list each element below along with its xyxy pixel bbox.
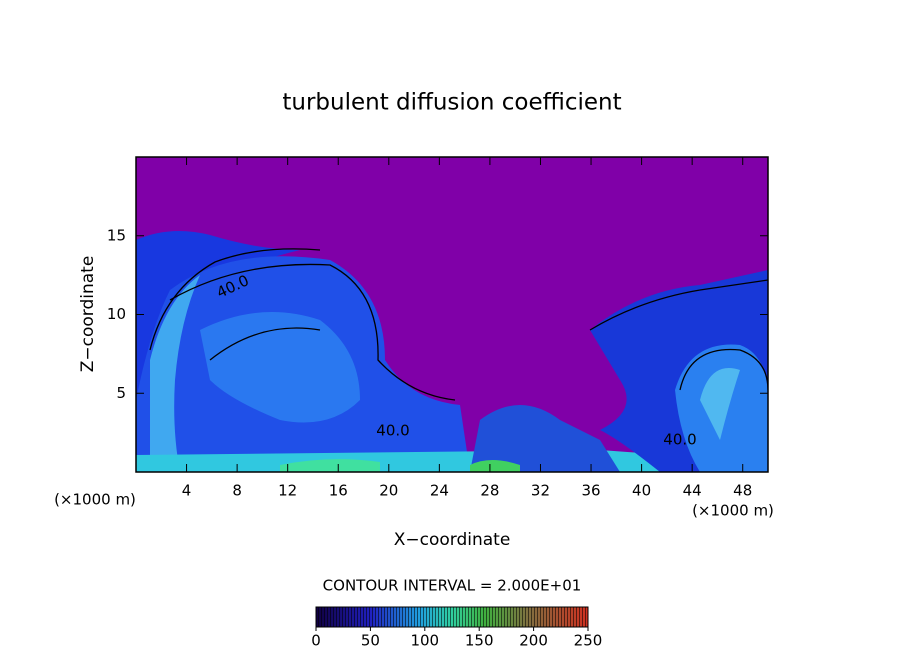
y-tick-label: 15: [107, 226, 126, 244]
colorbar-tick-label: 0: [311, 632, 321, 650]
colorbar-frame: [315, 606, 589, 628]
contour-label: 40.0: [376, 422, 409, 440]
chart-title: turbulent diffusion coefficient: [282, 90, 621, 116]
colorbar-stripes: [316, 607, 588, 627]
y-tick-label: 10: [107, 305, 126, 323]
x-tick-label: 28: [480, 482, 499, 500]
x-tick-label: 48: [733, 482, 752, 500]
x-tick-label: 16: [329, 482, 348, 500]
x-unit: (×1000 m): [692, 502, 774, 520]
x-tick-label: 12: [278, 482, 297, 500]
x-tick-label: 44: [683, 482, 702, 500]
x-tick-label: 32: [531, 482, 550, 500]
x-tick-label: 36: [581, 482, 600, 500]
contour-interval: CONTOUR INTERVAL = 2.000E+01: [323, 577, 582, 595]
x-tick-label: 8: [232, 482, 242, 500]
colorbar-tick-label: 50: [361, 632, 380, 650]
contour-label: 40.0: [663, 431, 696, 449]
y-unit: (×1000 m): [54, 491, 136, 509]
colorbar-tick-label: 250: [574, 632, 603, 650]
x-tick-label: 20: [379, 482, 398, 500]
x-tick-label: 40: [632, 482, 651, 500]
contour-field: [136, 157, 768, 472]
colorbar-tick-label: 200: [519, 632, 548, 650]
colorbar-tick-label: 150: [465, 632, 494, 650]
x-axis-label: X−coordinate: [394, 530, 511, 550]
colorbar-tick-label: 100: [410, 632, 439, 650]
x-tick-label: 24: [430, 482, 449, 500]
y-tick-label: 5: [116, 384, 126, 402]
x-tick-label: 4: [182, 482, 192, 500]
y-axis-label: Z−coordinate: [78, 256, 98, 373]
